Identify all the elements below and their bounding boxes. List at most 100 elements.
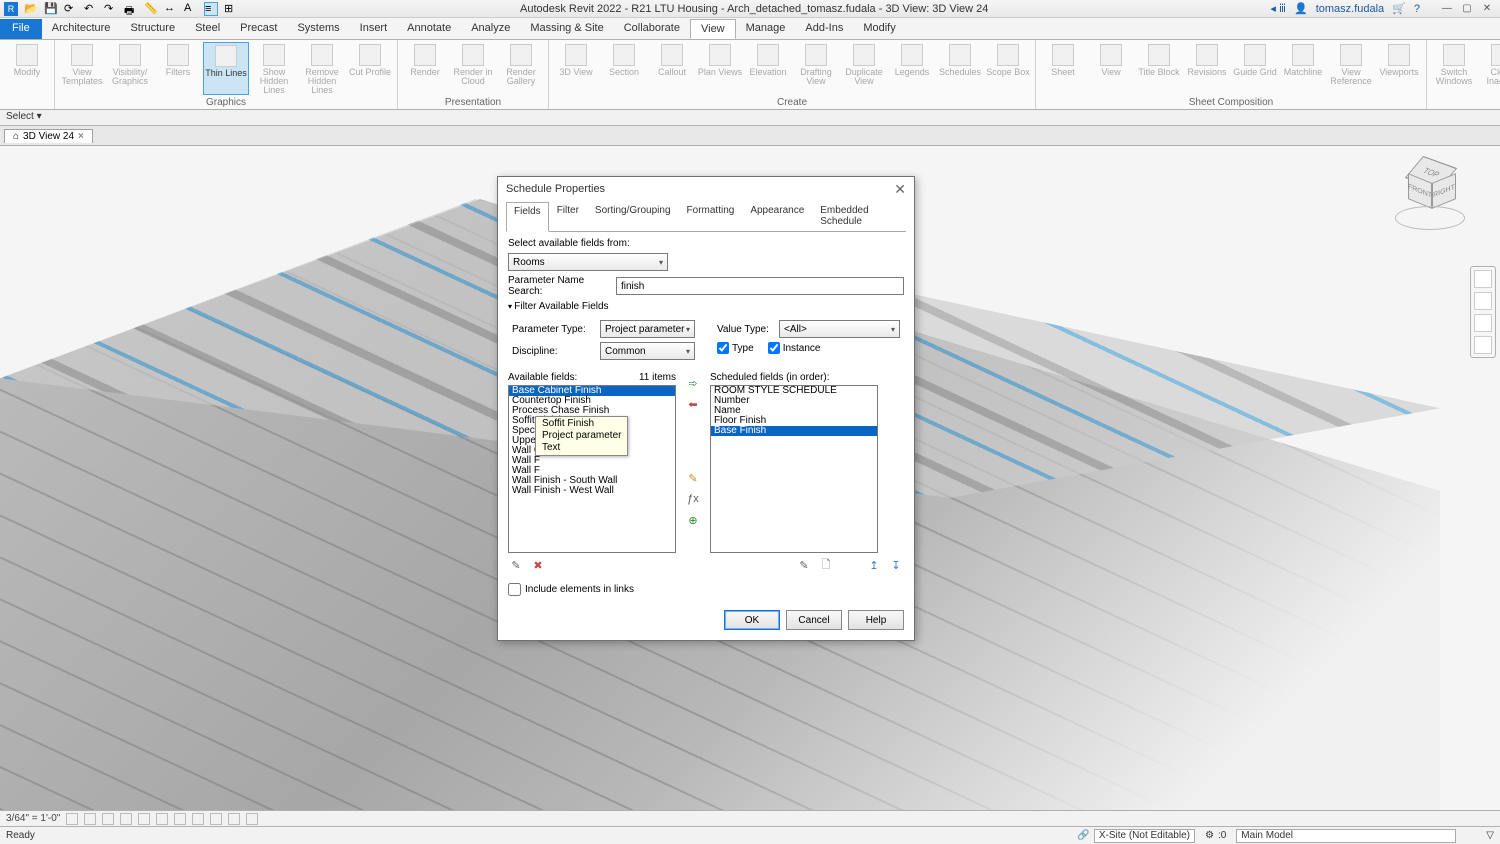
app-icon[interactable]: R: [4, 2, 18, 16]
print-icon[interactable]: 🖶: [124, 2, 138, 16]
scheduled-fields-listbox[interactable]: ROOM STYLE SCHEDULENumberNameFloor Finis…: [710, 385, 878, 553]
ribbon-tab-precast[interactable]: Precast: [230, 19, 287, 39]
ribbon-item--d-view[interactable]: 3D View: [553, 42, 599, 86]
open-icon[interactable]: 📂: [24, 2, 38, 16]
redo-icon[interactable]: ↷: [104, 2, 118, 16]
ribbon-item-render-in-cloud[interactable]: Render in Cloud: [450, 42, 496, 86]
param-search-input[interactable]: [616, 277, 904, 295]
edit-scheduled-icon[interactable]: ✎: [796, 557, 812, 573]
steering-wheel-icon[interactable]: [1474, 270, 1492, 288]
dialog-titlebar[interactable]: Schedule Properties ✕: [498, 177, 914, 201]
select-fields-from-dropdown[interactable]: Rooms: [508, 253, 668, 271]
close-button[interactable]: ✕: [1478, 2, 1496, 16]
ribbon-item-viewports[interactable]: Viewports: [1376, 42, 1422, 86]
edit-param-icon[interactable]: ✎: [508, 557, 524, 573]
workset-icon[interactable]: 🔗: [1077, 830, 1089, 841]
zoom-icon[interactable]: [1474, 314, 1492, 332]
ribbon-tab-view[interactable]: View: [690, 19, 736, 39]
username-label[interactable]: tomasz.fudala: [1316, 3, 1384, 15]
delete-param-icon[interactable]: ✖: [530, 557, 546, 573]
value-type-dropdown[interactable]: <All>: [779, 320, 900, 338]
ribbon-tab-analyze[interactable]: Analyze: [461, 19, 520, 39]
ribbon-item-schedules[interactable]: Schedules: [937, 42, 983, 86]
ribbon-item-elevation[interactable]: Elevation: [745, 42, 791, 86]
scale-label[interactable]: 3/64" = 1'-0": [6, 813, 60, 824]
reveal-hidden-icon[interactable]: [228, 813, 240, 825]
instance-checkbox[interactable]: Instance: [768, 342, 821, 354]
maximize-button[interactable]: ▢: [1458, 2, 1476, 16]
dim-icon[interactable]: ↔: [164, 2, 178, 16]
move-down-icon[interactable]: ↧: [888, 557, 904, 573]
dialog-tab-embedded-schedule[interactable]: Embedded Schedule: [812, 201, 906, 231]
select-bar[interactable]: Select ▾: [0, 110, 1500, 126]
dialog-close-icon[interactable]: ✕: [894, 181, 906, 198]
sun-path-icon[interactable]: [102, 813, 114, 825]
ribbon-item-sheet[interactable]: Sheet: [1040, 42, 1086, 86]
lock-3d-icon[interactable]: [192, 813, 204, 825]
dialog-tab-appearance[interactable]: Appearance: [742, 201, 812, 231]
crop-view-icon[interactable]: [156, 813, 168, 825]
worksharing-display-icon[interactable]: [246, 813, 258, 825]
editable-only-icon[interactable]: ⚙: [1205, 830, 1214, 841]
combined-param-button[interactable]: ƒx: [683, 490, 703, 508]
ribbon-item-revisions[interactable]: Revisions: [1184, 42, 1230, 86]
thin-lines-icon[interactable]: ≡: [204, 2, 218, 16]
ribbon-item-view[interactable]: View: [1088, 42, 1134, 86]
available-field-item[interactable]: Wall Finish - West Wall: [509, 486, 675, 496]
ribbon-item-cut-profile[interactable]: Cut Profile: [347, 42, 393, 95]
ok-button[interactable]: OK: [724, 610, 780, 630]
ribbon-tab-annotate[interactable]: Annotate: [397, 19, 461, 39]
ribbon-tab-structure[interactable]: Structure: [120, 19, 185, 39]
minimize-button[interactable]: —: [1438, 2, 1456, 16]
ribbon-item-render[interactable]: Render: [402, 42, 448, 86]
info-icon[interactable]: ◂ ⅲ: [1270, 2, 1286, 15]
ribbon-item-show-hidden-lines[interactable]: Show Hidden Lines: [251, 42, 297, 95]
close-views-icon[interactable]: ⊞: [224, 2, 238, 16]
ribbon-tab-add-ins[interactable]: Add-Ins: [795, 19, 853, 39]
detail-level-icon[interactable]: [66, 813, 78, 825]
ribbon-item-thin-lines[interactable]: Thin Lines: [203, 42, 249, 95]
ribbon-item-plan-views[interactable]: Plan Views: [697, 42, 743, 86]
workset-dropdown[interactable]: X-Site (Not Editable): [1094, 829, 1195, 843]
ribbon-tab-collaborate[interactable]: Collaborate: [614, 19, 690, 39]
ribbon-tab-manage[interactable]: Manage: [736, 19, 796, 39]
sync-icon[interactable]: ⟳: [64, 2, 78, 16]
ribbon-item-filters[interactable]: Filters: [155, 42, 201, 95]
measure-icon[interactable]: 📏: [144, 2, 158, 16]
scheduled-field-item[interactable]: Base Finish: [711, 426, 877, 436]
remove-field-button[interactable]: ⬅: [683, 395, 703, 413]
ribbon-item-title-block[interactable]: Title Block: [1136, 42, 1182, 86]
ribbon-tab-steel[interactable]: Steel: [185, 19, 230, 39]
ribbon-item-callout[interactable]: Callout: [649, 42, 695, 86]
ribbon-tab-massing-site[interactable]: Massing & Site: [520, 19, 613, 39]
ribbon-tab-architecture[interactable]: Architecture: [42, 19, 121, 39]
shadows-icon[interactable]: [120, 813, 132, 825]
delete-scheduled-icon[interactable]: 🗋: [818, 557, 834, 573]
ribbon-item-section[interactable]: Section: [601, 42, 647, 86]
rendering-icon[interactable]: [138, 813, 150, 825]
include-elements-checkbox[interactable]: [508, 583, 521, 596]
text-icon[interactable]: A: [184, 2, 198, 16]
ribbon-item-remove-hidden-lines[interactable]: Remove Hidden Lines: [299, 42, 345, 95]
type-checkbox[interactable]: Type: [717, 342, 754, 354]
instance-checkbox-input[interactable]: [768, 342, 780, 354]
close-tab-icon[interactable]: ×: [78, 131, 84, 142]
ribbon-item-close-inactive[interactable]: Close Inactive: [1479, 42, 1500, 86]
parameter-type-dropdown[interactable]: Project parameter: [600, 320, 695, 338]
combine-button[interactable]: ⊕: [683, 511, 703, 529]
available-fields-listbox[interactable]: Base Cabinet FinishCountertop FinishProc…: [508, 385, 676, 553]
pan-icon[interactable]: [1474, 292, 1492, 310]
ribbon-item-guide-grid[interactable]: Guide Grid: [1232, 42, 1278, 86]
dialog-tab-formatting[interactable]: Formatting: [679, 201, 743, 231]
filter-available-fields-toggle[interactable]: Filter Available Fields: [508, 301, 904, 312]
ribbon-tab-systems[interactable]: Systems: [287, 19, 349, 39]
dialog-tab-fields[interactable]: Fields: [506, 202, 549, 232]
crop-region-icon[interactable]: [174, 813, 186, 825]
ribbon-item-view-reference[interactable]: View Reference: [1328, 42, 1374, 86]
ribbon-tab-modify[interactable]: Modify: [853, 19, 905, 39]
ribbon-item-scope-box[interactable]: Scope Box: [985, 42, 1031, 86]
dialog-tab-sorting-grouping[interactable]: Sorting/Grouping: [587, 201, 679, 231]
save-icon[interactable]: 💾: [44, 2, 58, 16]
user-icon[interactable]: 👤: [1294, 2, 1308, 15]
ribbon-item-matchline[interactable]: Matchline: [1280, 42, 1326, 86]
